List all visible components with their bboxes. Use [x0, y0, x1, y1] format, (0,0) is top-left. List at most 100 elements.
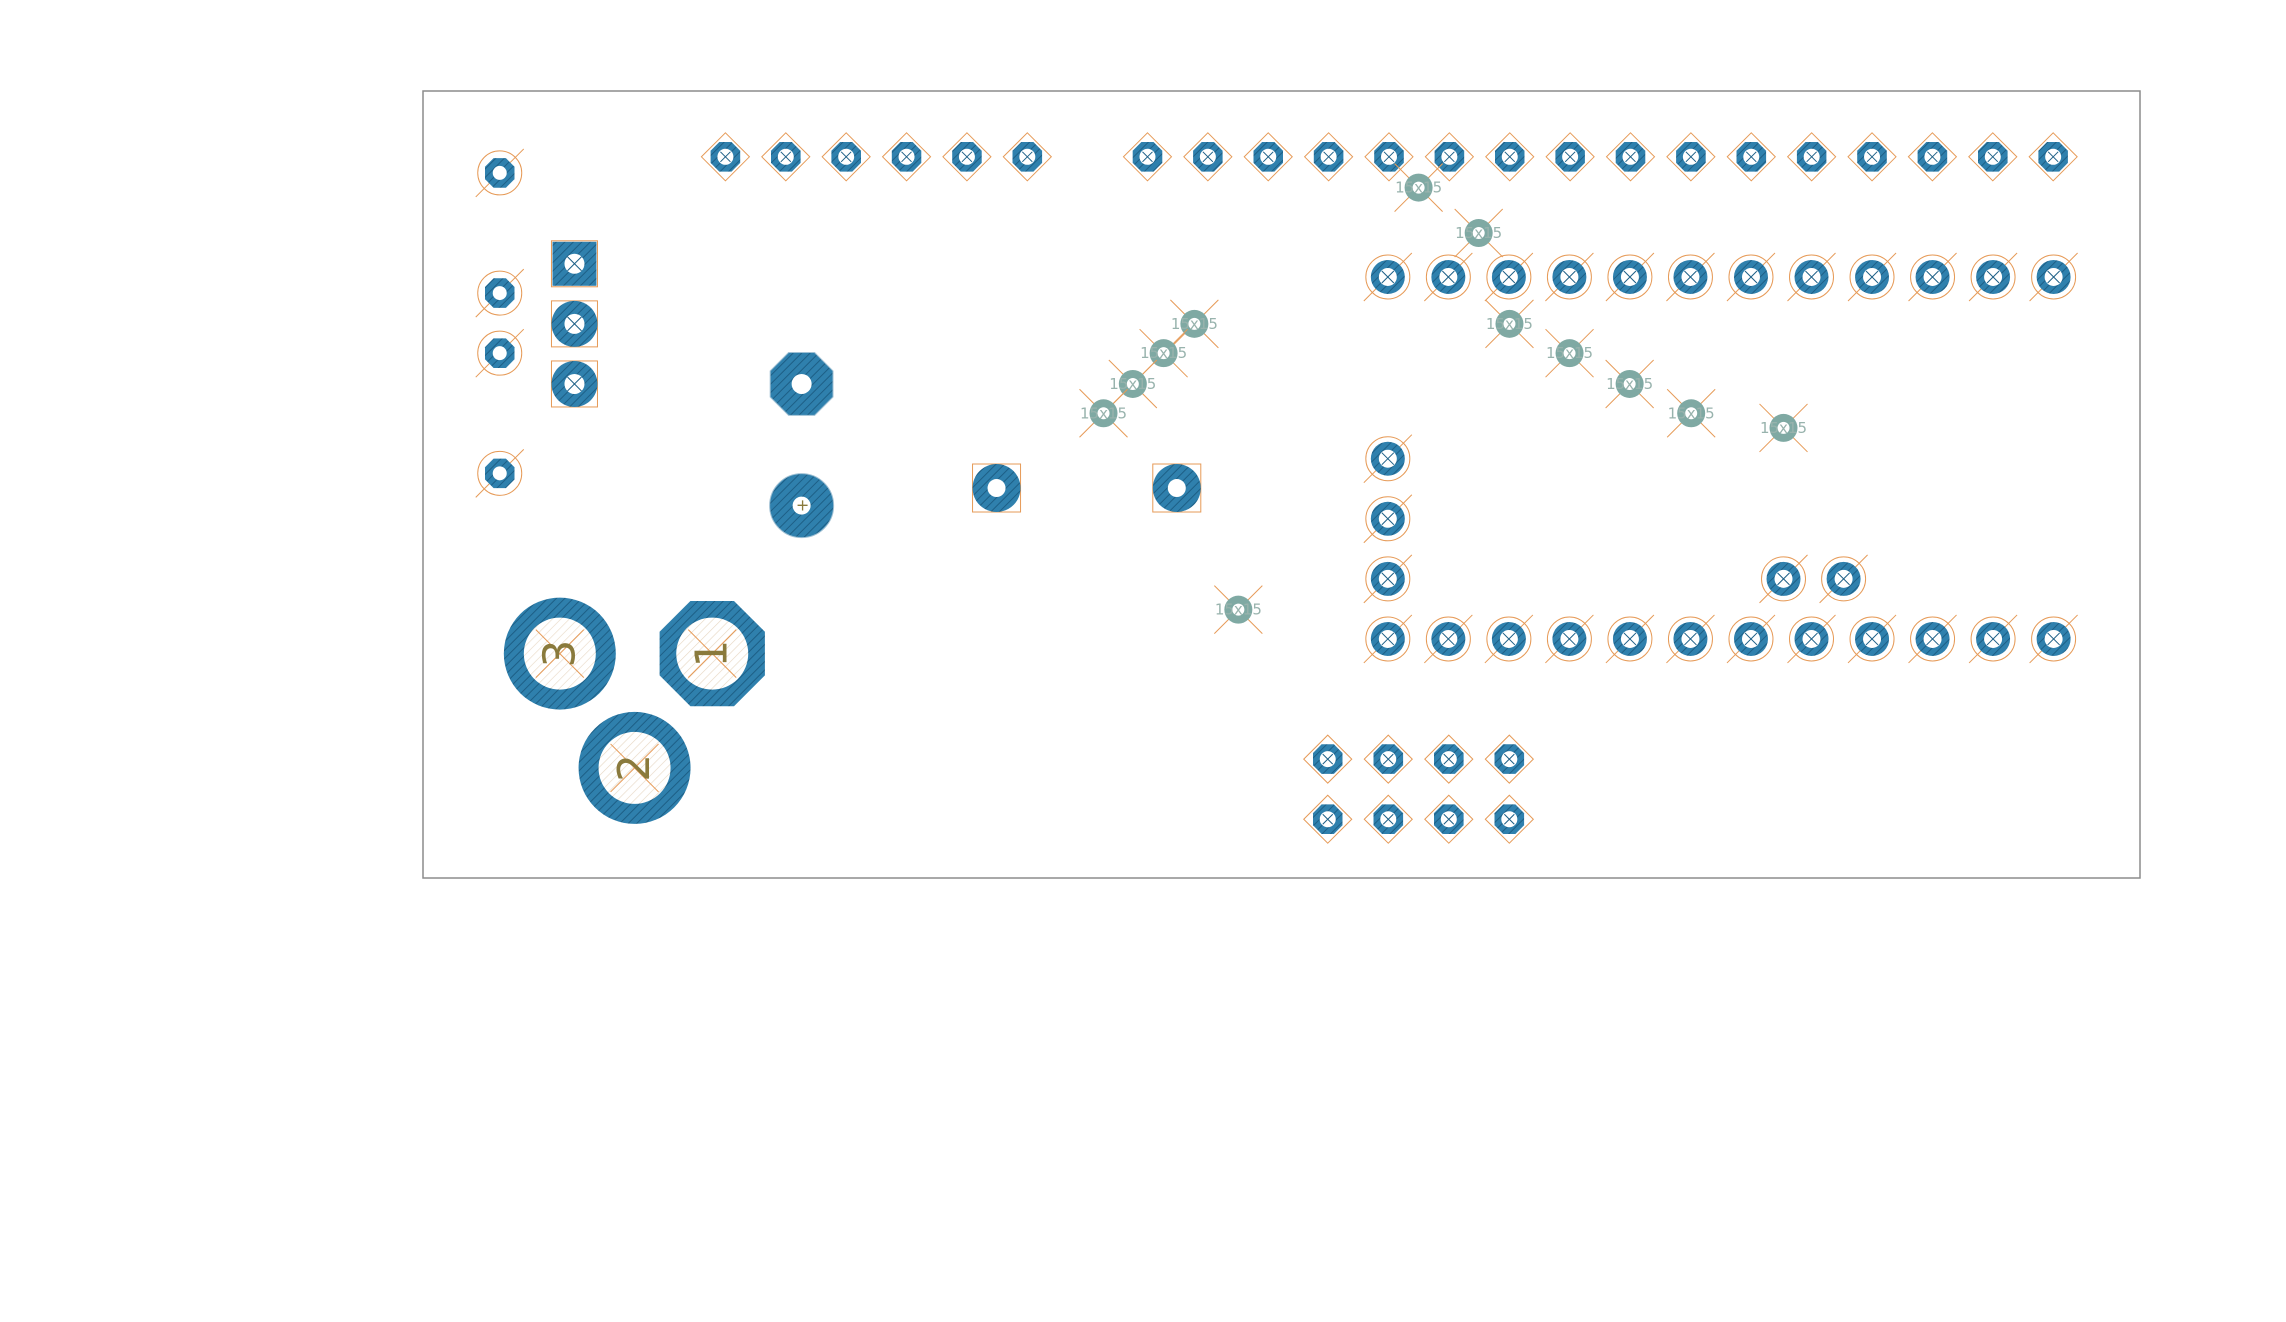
- pair-pin: [1819, 554, 1868, 604]
- large-oct-pin: [769, 352, 834, 416]
- pin-layer: +: [475, 132, 2078, 844]
- top-header-pin: [1183, 132, 1233, 182]
- side-column-pin: [1363, 554, 1413, 604]
- side-column-pin: [1363, 494, 1413, 544]
- bottom-header-pin: [1424, 734, 1474, 784]
- dip-pin-lower: [1484, 614, 1534, 664]
- dip-pin-upper: [1605, 252, 1655, 302]
- dip-pin-lower: [1787, 614, 1836, 664]
- dip-pin-upper: [2029, 252, 2078, 302]
- bottom-header-pin: [1303, 794, 1353, 844]
- dip-pin-lower: [1424, 614, 1473, 664]
- top-header-pin: [1907, 132, 1958, 182]
- dip-pin-lower: [1847, 614, 1897, 664]
- dip-pin-lower: [1908, 614, 1957, 664]
- via-label: 15x15: [1760, 419, 1807, 437]
- dip-pin-lower: [2029, 614, 2078, 664]
- top-header-pin: [1485, 132, 1535, 182]
- top-header-pin: [700, 132, 751, 182]
- power-pad-1: 1: [659, 601, 765, 707]
- via-label: 15x15: [1486, 315, 1533, 333]
- via: 15x15: [1454, 208, 1504, 258]
- top-header-pin: [1726, 132, 1776, 182]
- bottom-header-pin: [1424, 794, 1474, 844]
- via: 15x15: [1394, 163, 1443, 212]
- via-label: 15x15: [1546, 344, 1593, 362]
- bottom-header-pin: [1363, 794, 1413, 844]
- bottom-header-pin: [1484, 734, 1535, 784]
- top-header-pin: [1666, 132, 1716, 182]
- side-column-pin: [1363, 434, 1413, 484]
- pair-pin: [1759, 554, 1808, 604]
- left-column-pin: [475, 449, 525, 498]
- top-header-pin: [1968, 132, 2018, 182]
- dip-pin-upper: [1424, 252, 1473, 302]
- dip-pin-lower: [1666, 614, 1715, 664]
- dip-pin-lower: [1605, 614, 1655, 664]
- top-header-pin: [1122, 132, 1173, 182]
- power-pad-2: 2: [578, 711, 691, 824]
- top-header-pin: [2028, 132, 2078, 182]
- top-header-pin: [1847, 132, 1897, 182]
- power-pad-label: 2: [609, 754, 660, 782]
- via: 15x15: [1170, 299, 1219, 349]
- via-label: 15x15: [1668, 404, 1715, 422]
- via: 15x15: [1213, 585, 1263, 635]
- top-header-pin: [1545, 132, 1595, 182]
- via-layer: 15x15 15x15 15x15 15x15 15x15 15x15 15x15 15x15…: [1079, 163, 1808, 635]
- header-pin: [550, 360, 598, 408]
- left-column-pin: [475, 148, 525, 198]
- via: 15x15: [1666, 388, 1716, 438]
- dip-pin-upper: [1787, 252, 1836, 302]
- via: 15x15: [1485, 299, 1534, 349]
- top-header-pin: [942, 132, 992, 182]
- mid-pin: [1152, 463, 1202, 513]
- large-round-pin: +: [769, 473, 835, 539]
- power-pad-label: 1: [687, 640, 738, 668]
- top-header-pin: [1002, 132, 1053, 182]
- power-pad-label: 3: [534, 640, 585, 668]
- power-pad-3: 3: [503, 597, 616, 710]
- via: 15x15: [1108, 359, 1158, 409]
- dip-pin-upper: [1666, 252, 1715, 302]
- dip-pin-lower: [1968, 614, 2018, 664]
- via: 15x15: [1079, 388, 1128, 438]
- mid-pin: [972, 463, 1022, 513]
- top-header-pin: [1605, 132, 1656, 182]
- top-header-pin: [761, 132, 811, 182]
- bottom-header-pin: [1363, 734, 1413, 784]
- dip-pin-upper: [1968, 252, 2018, 302]
- top-header-pin: [821, 132, 871, 182]
- via-label: 15x15: [1606, 375, 1653, 393]
- dip-pin-upper: [1484, 252, 1534, 302]
- via: 15x15: [1605, 359, 1654, 409]
- via-label: 15x15: [1140, 344, 1187, 362]
- dip-pin-upper: [1847, 252, 1897, 302]
- top-header-pin: [1364, 132, 1414, 182]
- top-header-pin: [881, 132, 932, 182]
- via-label: 15x15: [1395, 179, 1442, 197]
- dip-pin-upper: [1908, 252, 1957, 302]
- board-outline: [422, 90, 2141, 879]
- via-label: 15x15: [1171, 315, 1218, 333]
- via-label: 15x15: [1455, 224, 1502, 242]
- top-header-pin: [1303, 132, 1354, 182]
- header-pin-square: [550, 240, 598, 288]
- top-header-pin: [1786, 132, 1837, 182]
- bottom-header-pin: [1303, 734, 1353, 784]
- dip-pin-upper: [1363, 252, 1413, 302]
- plus-label: +: [796, 496, 809, 515]
- via-label: 15x15: [1080, 404, 1127, 422]
- via-label: 15x15: [1109, 375, 1156, 393]
- header-pin: [550, 300, 598, 348]
- dip-pin-upper: [1545, 252, 1594, 302]
- bottom-header-pin: [1484, 794, 1535, 844]
- dip-pin-lower: [1545, 614, 1594, 664]
- via-label: 15x15: [1215, 601, 1262, 619]
- dip-pin-upper: [1726, 252, 1776, 302]
- left-column-pin: [475, 268, 525, 318]
- power-pad-layer: 3 1 2: [503, 597, 765, 824]
- top-header-pin: [1243, 132, 1293, 182]
